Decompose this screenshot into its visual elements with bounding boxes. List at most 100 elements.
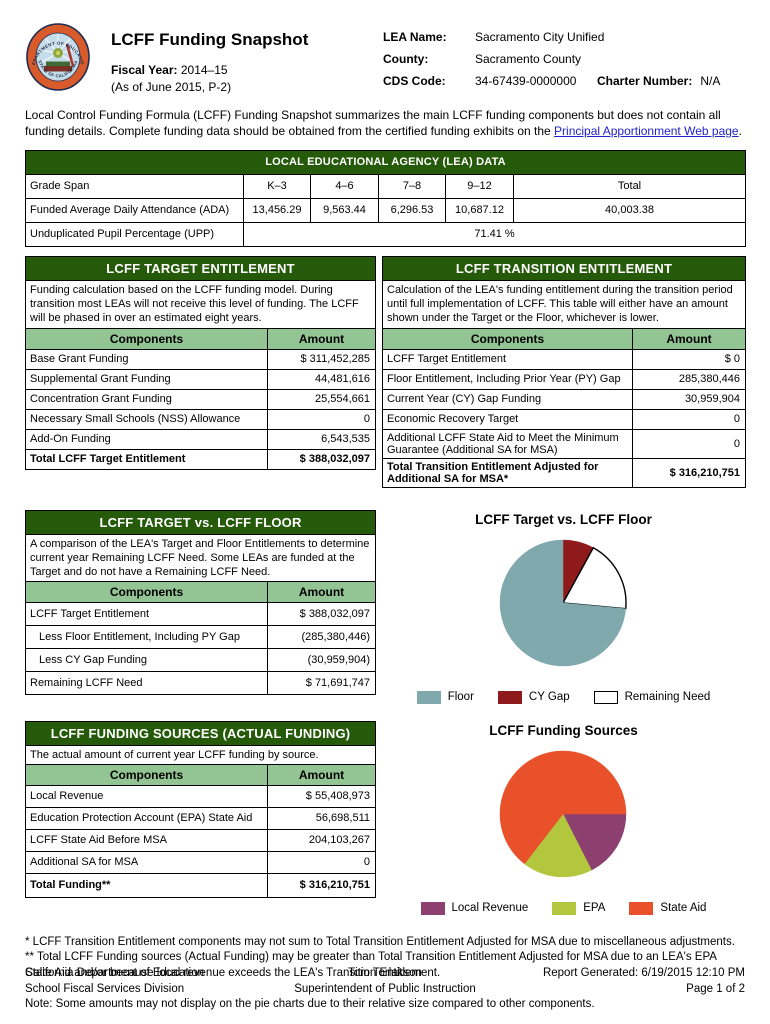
lea-data-table: LOCAL EDUCATIONAL AGENCY (LEA) DATA Grad… bbox=[24, 149, 747, 247]
charter-number-value: N/A bbox=[700, 74, 721, 88]
table-row: Concentration Grant Funding 25,554,661 bbox=[25, 388, 377, 410]
target-entitlement-table: LCFF TARGET ENTITLEMENT Funding calculat… bbox=[24, 255, 377, 470]
component-label: Necessary Small Schools (NSS) Allowance bbox=[25, 408, 268, 430]
legend-label: Remaining Need bbox=[624, 691, 711, 704]
component-label: Economic Recovery Target bbox=[382, 408, 633, 430]
component-amount: 6,543,535 bbox=[266, 428, 377, 450]
component-amount: 25,554,661 bbox=[266, 388, 377, 410]
component-label: Floor Entitlement, Including Prior Year … bbox=[382, 368, 633, 390]
component-label: LCFF Target Entitlement bbox=[382, 348, 633, 370]
total-label: Total Transition Entitlement Adjusted fo… bbox=[382, 457, 633, 488]
funding-sources-description: The actual amount of current year LCFF f… bbox=[24, 744, 377, 765]
funding-sources-pie-chart bbox=[499, 750, 627, 877]
charter-number-label: Charter Number: bbox=[597, 74, 693, 88]
table-row: Supplemental Grant Funding 44,481,616 bbox=[25, 368, 377, 390]
fiscal-year-label: Fiscal Year: bbox=[111, 63, 178, 77]
table-row: Necessary Small Schools (NSS) Allowance 0 bbox=[25, 408, 377, 430]
lea-name-row: LEA Name: Sacramento City Unified bbox=[383, 30, 745, 44]
footer-department: California Department of Education bbox=[25, 966, 204, 979]
county-row: County: Sacramento County bbox=[383, 52, 745, 66]
funding-sources-chart-panel: LCFF Funding Sources Local Revenue EPA Sta… bbox=[382, 721, 745, 915]
components-header: Components bbox=[25, 763, 268, 786]
target-entitlement-title-bar: LCFF TARGET ENTITLEMENT bbox=[24, 255, 377, 281]
entitlement-tables-row: LCFF TARGET ENTITLEMENT Funding calculat… bbox=[24, 255, 746, 488]
table-row: Additional SA for MSA 0 bbox=[25, 850, 377, 874]
ada-label: Funded Average Daily Attendance (ADA) bbox=[25, 197, 244, 223]
component-label: Current Year (CY) Gap Funding bbox=[382, 388, 633, 410]
target-column-headers: Components Amount bbox=[25, 327, 377, 350]
grade-span-46: 4–6 bbox=[310, 173, 379, 199]
footer-report-generated: Report Generated: 6/19/2015 12:10 PM bbox=[542, 966, 745, 979]
legend-label: Floor bbox=[447, 691, 474, 704]
component-amount: 44,481,616 bbox=[266, 368, 377, 390]
total-amount: $ 388,032,097 bbox=[266, 448, 377, 470]
legend-item: EPA bbox=[552, 901, 605, 915]
legend-label: CY Gap bbox=[528, 691, 570, 704]
component-label: Base Grant Funding bbox=[25, 348, 268, 370]
amount-header: Amount bbox=[266, 763, 377, 786]
transition-entitlement-table: LCFF TRANSITION ENTITLEMENT Calculation … bbox=[382, 255, 746, 488]
component-label: Education Protection Account (EPA) State… bbox=[25, 806, 268, 830]
components-header: Components bbox=[382, 327, 633, 350]
legend-label: Local Revenue bbox=[451, 902, 529, 915]
components-header: Components bbox=[25, 581, 268, 604]
component-label: Less Floor Entitlement, Including PY Gap bbox=[25, 625, 268, 650]
legend-swatch bbox=[416, 690, 441, 704]
lea-data-section: LOCAL EDUCATIONAL AGENCY (LEA) DATA Grad… bbox=[24, 149, 747, 247]
table-row: Less CY Gap Funding (30,959,904) bbox=[25, 648, 376, 673]
funding-sources-chart-title: LCFF Funding Sources bbox=[489, 722, 638, 738]
component-label: Additional SA for MSA bbox=[25, 850, 268, 874]
footer-left-block: California Department of Education Schoo… bbox=[25, 965, 270, 998]
pie-slice-local-revenue bbox=[562, 813, 627, 871]
pie-slice-floor bbox=[499, 539, 627, 666]
intro-paragraph: Local Control Funding Formula (LCFF) Fun… bbox=[25, 108, 745, 140]
target-entitlement-section: LCFF TARGET ENTITLEMENT Funding calculat… bbox=[24, 255, 377, 470]
component-amount: 30,959,904 bbox=[632, 388, 746, 410]
table-row: Economic Recovery Target 0 bbox=[382, 408, 746, 430]
ada-row: Funded Average Daily Attendance (ADA) 13… bbox=[25, 197, 747, 223]
cds-code-row: CDS Code: 34-67439-0000000 Charter Numbe… bbox=[383, 74, 745, 88]
legend-item: State Aid bbox=[629, 901, 706, 915]
pie-slice-remaining-need bbox=[561, 546, 627, 610]
target-vs-floor-description: A comparison of the LEA's Target and Flo… bbox=[25, 533, 376, 583]
principal-apportionment-link[interactable]: Principal Apportionment Web page bbox=[554, 123, 739, 138]
lea-name-value: Sacramento City Unified bbox=[475, 30, 605, 44]
table-row: Local Revenue $ 55,408,973 bbox=[25, 784, 377, 808]
funding-sources-section: LCFF FUNDING SOURCES (ACTUAL FUNDING) Th… bbox=[24, 720, 377, 898]
total-amount: $ 316,210,751 bbox=[632, 457, 746, 488]
footnotes-block: * LCFF Transition Entitlement components… bbox=[25, 935, 745, 1013]
table-row: LCFF Target Entitlement $ 0 bbox=[382, 348, 746, 370]
transition-entitlement-section: LCFF TRANSITION ENTITLEMENT Calculation … bbox=[382, 255, 746, 488]
ada-912: 10,687.12 bbox=[445, 197, 514, 223]
component-label: Less CY Gap Funding bbox=[25, 648, 268, 673]
grade-span-78: 7–8 bbox=[378, 173, 446, 199]
footer-center-block: Tom Torlakson Superintendent of Public I… bbox=[270, 965, 500, 998]
amount-header: Amount bbox=[632, 327, 746, 350]
title-block: LCFF Funding Snapshot Fiscal Year: 2014–… bbox=[111, 22, 371, 94]
legend-item: Floor bbox=[416, 690, 474, 704]
lea-data-title-bar: LOCAL EDUCATIONAL AGENCY (LEA) DATA bbox=[24, 149, 747, 175]
target-vs-floor-chart-title: LCFF Target vs. LCFF Floor bbox=[475, 511, 652, 527]
table-row: Additional LCFF State Aid to Meet the Mi… bbox=[382, 428, 746, 459]
grade-span-label: Grade Span bbox=[25, 173, 244, 199]
target-vs-floor-pie-chart bbox=[499, 539, 627, 666]
component-amount: 0 bbox=[266, 408, 377, 430]
component-label: Supplemental Grant Funding bbox=[25, 368, 268, 390]
component-amount: 204,103,267 bbox=[266, 828, 377, 852]
page-footer: California Department of Education Schoo… bbox=[25, 965, 745, 998]
seal-torch bbox=[65, 43, 75, 67]
legend-swatch bbox=[552, 901, 577, 915]
footnote-star2: ** Total LCFF Funding sources (Actual Fu… bbox=[25, 951, 717, 980]
county-value: Sacramento County bbox=[475, 52, 582, 66]
as-of-line: (As of June 2015, P-2) bbox=[111, 80, 232, 94]
component-label: LCFF Target Entitlement bbox=[25, 602, 268, 627]
target-vs-floor-chart-panel: LCFF Target vs. LCFF Floor Floor CY Gap Re… bbox=[382, 510, 745, 704]
footer-superintendent-title: Superintendent of Public Instruction bbox=[294, 983, 476, 996]
total-row: Total Funding** $ 316,210,751 bbox=[25, 872, 377, 898]
table-row: Remaining LCFF Need $ 71,691,747 bbox=[25, 671, 376, 696]
component-amount: $ 55,408,973 bbox=[266, 784, 377, 808]
target-entitlement-description: Funding calculation based on the LCFF fu… bbox=[24, 279, 377, 329]
funding-sources-title-bar: LCFF FUNDING SOURCES (ACTUAL FUNDING) bbox=[24, 720, 377, 746]
component-amount: 0 bbox=[632, 428, 746, 459]
component-amount: 0 bbox=[266, 850, 377, 874]
